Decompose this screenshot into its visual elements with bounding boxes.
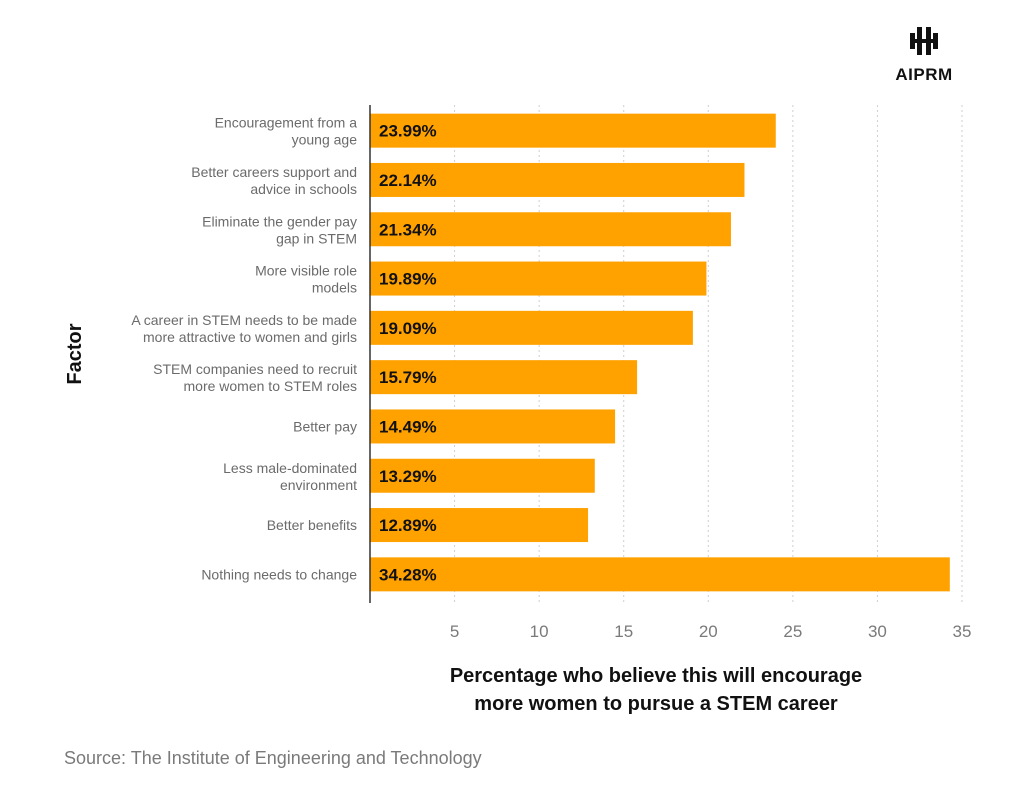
category-label: Encouragement from a [215,115,358,131]
bar-value-label: 13.29% [379,467,437,486]
bar [370,113,776,148]
value-labels: 23.99% 22.14% 21.34% 19.89% 19.09% 15.79% 14.4… [379,122,437,585]
bar-value-label: 15.79% [379,368,437,387]
bar-value-label: 34.28% [379,565,437,584]
bar [370,557,950,592]
category-label: Eliminate the gender pay [202,213,357,229]
x-axis-title-line-1: Percentage who believe this will encoura… [450,665,862,687]
x-tick-labels: 5 10 15 20 25 30 35 [450,622,972,641]
category-label: more attractive to women and girls [143,329,357,345]
bar [370,458,595,493]
bar-value-label: 21.34% [379,220,437,239]
x-tick-label: 25 [783,622,802,641]
bar [370,508,589,543]
bar [370,162,745,197]
category-label: models [312,280,357,296]
x-tick-label: 20 [699,622,718,641]
brand-name: AIPRM [895,65,953,84]
bar-value-label: 19.89% [379,270,437,289]
bar-value-label: 12.89% [379,516,437,535]
category-label: STEM companies need to recruit [153,361,357,377]
x-axis-title-line-2: more women to pursue a STEM career [474,693,838,715]
brand-logo: AIPRM [884,24,964,85]
category-label: Better careers support and [191,164,357,180]
x-tick-label: 10 [530,622,549,641]
bar-value-label: 23.99% [379,122,437,141]
category-label: environment [280,477,357,493]
x-tick-label: 30 [868,622,887,641]
category-label: Better benefits [267,517,357,533]
x-tick-label: 15 [614,622,633,641]
bar [370,310,693,345]
category-label: advice in schools [250,181,357,197]
bar [370,360,638,395]
bar [370,261,707,296]
x-tick-label: 5 [450,622,459,641]
source-note: Source: The Institute of Engineering and… [64,748,482,768]
aiprm-logo-icon [910,27,938,55]
bar [370,409,616,444]
bar [370,212,731,247]
category-label: A career in STEM needs to be made [131,312,357,328]
bar-value-label: 14.49% [379,417,437,436]
category-label: gap in STEM [276,230,357,246]
category-label: Better pay [293,418,357,434]
y-axis-title: Factor [64,323,86,384]
category-label: Less male-dominated [223,460,357,476]
category-label: Nothing needs to change [201,566,357,582]
category-label: More visible role [255,263,357,279]
bar-value-label: 22.14% [379,171,437,190]
bars-group [370,113,950,592]
category-label: more women to STEM roles [184,378,358,394]
category-label: young age [292,132,358,148]
bar-value-label: 19.09% [379,319,437,338]
x-tick-label: 35 [953,622,972,641]
